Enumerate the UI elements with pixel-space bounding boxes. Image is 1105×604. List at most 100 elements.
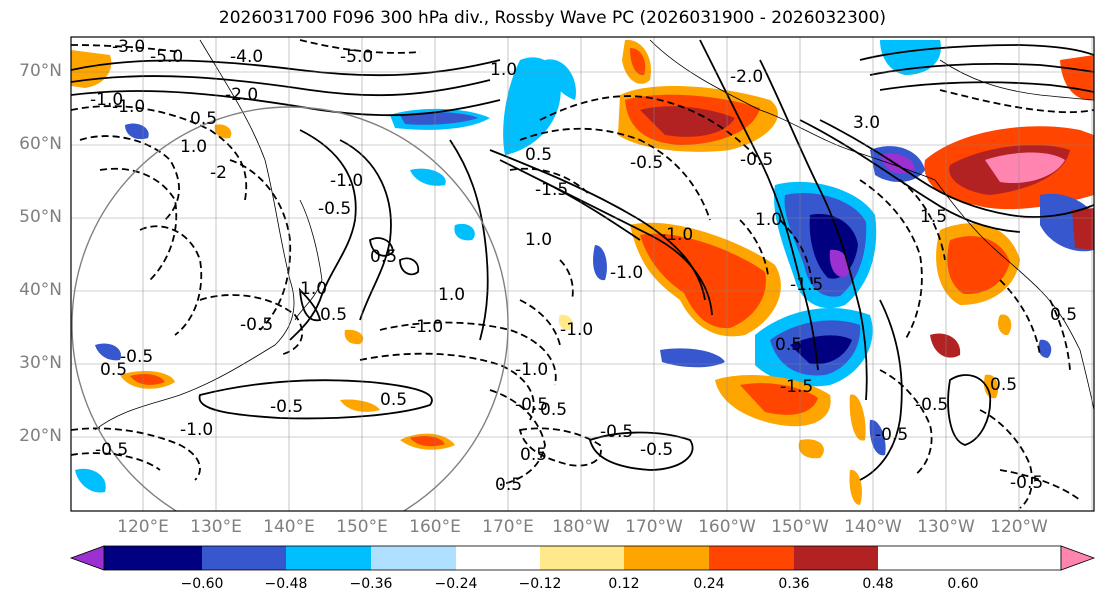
figure-title: 2026031700 F096 300 hPa div., Rossby Wav…: [218, 8, 887, 28]
lon-tick-label: 180°W: [552, 517, 610, 537]
contour-value-label: -1.5: [535, 180, 568, 200]
contour-value-label: -0.5: [600, 422, 633, 442]
contour-value-label: 0.5: [540, 400, 567, 420]
colorbar-segment: [202, 546, 286, 570]
lon-tick-label: 160°W: [698, 517, 756, 537]
lat-tick-label: 40°N: [19, 280, 62, 300]
contour-value-label: -2: [210, 163, 227, 183]
contour-value-label: -0.5: [640, 440, 673, 460]
contour-value-label: 1.0: [525, 230, 552, 250]
contour-value-label: -3.0: [112, 37, 145, 57]
contour-value-label: 0.5: [495, 475, 522, 495]
colorbar-tick-label: 0.48: [862, 576, 894, 592]
contour-value-label: 0.5: [775, 335, 802, 355]
contour-value-label: 0.5: [370, 247, 397, 267]
lon-tick-label: 160°E: [409, 517, 461, 537]
colorbar-tick-label: 0.12: [608, 576, 640, 592]
graticule: [71, 37, 1094, 511]
contour-value-label: -5.0: [340, 47, 373, 67]
contour-value-label: -1.0: [560, 320, 593, 340]
contour-value-label: -5.0: [150, 47, 183, 67]
contour-value-label: 0.5: [525, 145, 552, 165]
lon-tick-label: 130°W: [917, 517, 975, 537]
colorbar-max-extension: [1060, 545, 1096, 571]
lon-tick-label: 140°E: [263, 517, 315, 537]
contour-value-label: 0.5: [520, 445, 547, 465]
lon-tick-label: 120°E: [117, 517, 169, 537]
map-frame: [70, 36, 1095, 512]
contour-labels: -3.0 -5.0 -4.0 -5.0-1.0 -2.0-1.00.51.0-0.5-1…: [90, 37, 1077, 495]
lat-tick-label: 60°N: [19, 134, 62, 154]
lat-tick-label: 70°N: [19, 61, 62, 81]
contour-value-label: 0.5: [100, 360, 127, 380]
contour-value-label: 0.5: [380, 390, 407, 410]
colorbar-segment: [624, 546, 709, 570]
contour-value-label: -1.0: [515, 360, 548, 380]
lon-tick-label: 150°E: [336, 517, 388, 537]
contour-value-label: 3.0: [853, 113, 880, 133]
contour-value-label: -2.0: [225, 85, 258, 105]
contour-value-label: -0.5: [270, 397, 303, 417]
contour-value-label: -0.5: [318, 199, 351, 219]
contour-value-label: 1.0: [180, 137, 207, 157]
contour-value-label: -0.5: [515, 395, 548, 415]
colorbar-tick-label: 0.36: [778, 576, 810, 592]
contour-value-label: -4.0: [230, 47, 263, 67]
contour-value-label: 1.0: [438, 285, 465, 305]
contour-value-label: -1.5: [780, 377, 813, 397]
lon-tick-label: 170°W: [625, 517, 683, 537]
contour-value-label: -1.0: [410, 317, 443, 337]
colorbar-tick-label: −0.12: [518, 576, 562, 592]
contour-value-label: 1.0: [490, 60, 517, 80]
colorbar-segment: [286, 546, 371, 570]
contour-value-label: -2.0: [730, 67, 763, 87]
contour-value-label: -1.0: [330, 171, 363, 191]
contour-value-label: 1.0: [755, 210, 782, 230]
colorbar: [69, 545, 1096, 571]
contour-value-label: -1.0: [610, 263, 643, 283]
lon-tick-label: 170°E: [482, 517, 534, 537]
lon-tick-label: 120°W: [990, 517, 1048, 537]
shaded-anomalies: [71, 39, 1094, 505]
contour-lines: [71, 39, 1094, 481]
lat-tick-label: 30°N: [19, 353, 62, 373]
contour-value-label: 0.5: [990, 375, 1017, 395]
contour-value-label: -1.0: [112, 97, 145, 117]
colorbar-segment: [794, 546, 878, 570]
colorbar-segment: [456, 546, 540, 570]
colorbar-min-extension: [69, 545, 105, 571]
contour-value-label: 1.0: [300, 279, 327, 299]
lat-tick-label: 50°N: [19, 207, 62, 227]
colorbar-tick-label: −0.48: [264, 576, 308, 592]
contour-value-label: -0.5: [875, 425, 908, 445]
contour-value-label: -0.5: [1010, 473, 1043, 493]
colorbar-tick-label: −0.36: [349, 576, 393, 592]
colorbar-tick-label: 0.24: [693, 576, 725, 592]
contour-value-label: -1.0: [180, 420, 213, 440]
contour-value-label: -1.0: [90, 90, 123, 110]
lon-tick-label: 140°W: [844, 517, 902, 537]
colorbar-tick-label: 0.60: [947, 576, 979, 592]
reference-circle: [71, 106, 509, 511]
lat-tick-label: 20°N: [19, 426, 62, 446]
contour-value-label: -1.0: [660, 225, 693, 245]
colorbar-tick-label: −0.60: [180, 576, 224, 592]
contour-value-label: -0.5: [915, 395, 948, 415]
contour-value-label: 0.5: [190, 109, 217, 129]
contour-lines-dashed: [71, 39, 1094, 509]
contour-value-label: 1.5: [920, 207, 947, 227]
colorbar-segment: [104, 546, 202, 570]
contour-value-label: 0.5: [320, 305, 347, 325]
colorbar-tick-label: −0.24: [434, 576, 478, 592]
colorbar-segment: [709, 546, 794, 570]
contour-value-label: 0.5: [1050, 305, 1077, 325]
contour-value-label: -0.5: [630, 153, 663, 173]
lon-tick-label: 150°W: [771, 517, 829, 537]
contour-value-label: -0.5: [95, 440, 128, 460]
lon-tick-label: 130°E: [190, 517, 242, 537]
contour-value-label: -0.5: [120, 347, 153, 367]
contour-value-label: -1.5: [790, 275, 823, 295]
contour-value-label: -0.5: [240, 315, 273, 335]
contour-value-label: -0.5: [740, 150, 773, 170]
